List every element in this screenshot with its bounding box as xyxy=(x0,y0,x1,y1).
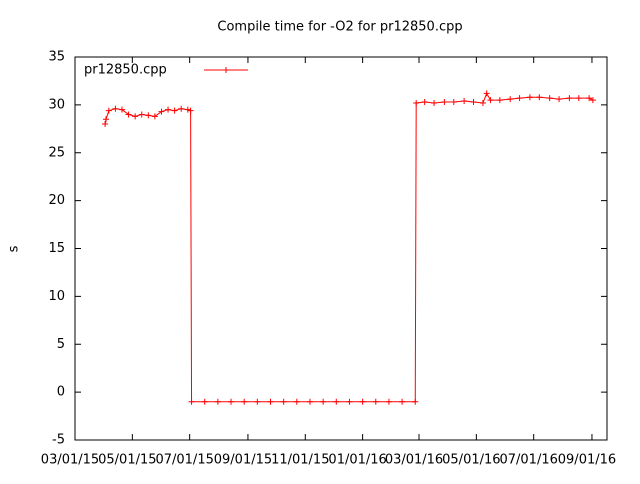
point-marker xyxy=(470,99,477,106)
point-marker xyxy=(178,105,185,112)
point-marker xyxy=(293,398,300,405)
point-marker xyxy=(507,96,514,103)
point-marker xyxy=(431,99,438,106)
x-tick-label: 05/01/16 xyxy=(442,453,500,468)
point-marker xyxy=(487,97,494,104)
x-tick-label: 03/01/15 xyxy=(41,453,99,468)
point-marker xyxy=(267,398,274,405)
point-marker xyxy=(184,106,191,113)
x-tick-label: 07/01/16 xyxy=(499,453,557,468)
x-tick-label: 09/01/15 xyxy=(214,453,272,468)
y-tick-label: 20 xyxy=(48,193,65,208)
point-marker xyxy=(450,99,457,106)
point-marker xyxy=(372,398,379,405)
y-tick-label: 0 xyxy=(57,385,65,400)
y-tick-label: 5 xyxy=(57,337,65,352)
point-marker xyxy=(112,105,119,112)
point-marker xyxy=(359,398,366,405)
y-tick-label: -5 xyxy=(52,433,65,448)
point-marker xyxy=(399,398,406,405)
point-marker xyxy=(187,107,194,114)
x-tick-label: 01/01/16 xyxy=(328,453,386,468)
legend-swatch xyxy=(223,67,229,73)
y-tick-label: 10 xyxy=(48,289,65,304)
point-marker xyxy=(118,106,125,113)
point-marker xyxy=(228,398,235,405)
point-marker xyxy=(526,94,533,101)
point-marker xyxy=(566,95,573,102)
point-marker xyxy=(145,112,152,119)
y-tick-label: 25 xyxy=(48,145,65,160)
chart-title: Compile time for -O2 for pr12850.cpp xyxy=(217,20,462,35)
point-marker xyxy=(165,106,172,113)
point-marker xyxy=(320,398,327,405)
point-marker xyxy=(241,398,248,405)
point-marker xyxy=(496,97,503,104)
point-marker xyxy=(306,398,313,405)
point-marker xyxy=(413,99,420,106)
point-marker xyxy=(516,95,523,102)
point-marker xyxy=(461,98,468,105)
x-tick-label: 03/01/16 xyxy=(385,453,443,468)
point-marker xyxy=(385,398,392,405)
x-tick-label: 05/01/15 xyxy=(98,453,156,468)
y-tick-label: 30 xyxy=(48,97,65,112)
point-marker xyxy=(421,99,428,106)
point-marker xyxy=(214,398,221,405)
point-marker xyxy=(171,107,178,114)
point-marker xyxy=(556,96,563,103)
point-marker xyxy=(546,95,553,102)
point-marker xyxy=(536,94,543,101)
point-marker xyxy=(132,113,139,120)
point-marker xyxy=(103,116,110,123)
point-marker xyxy=(575,95,582,102)
point-marker xyxy=(158,108,165,115)
point-marker xyxy=(483,90,490,97)
x-tick-label: 07/01/15 xyxy=(155,453,213,468)
point-marker xyxy=(151,113,158,120)
point-marker xyxy=(201,398,208,405)
point-marker xyxy=(333,398,340,405)
x-tick-label: 11/01/15 xyxy=(271,453,329,468)
point-marker xyxy=(254,398,261,405)
point-marker xyxy=(188,398,195,405)
point-marker xyxy=(479,99,486,106)
point-marker xyxy=(589,97,596,104)
x-tick-label: 09/01/16 xyxy=(558,453,616,468)
point-marker xyxy=(102,121,109,128)
point-marker xyxy=(586,95,593,102)
point-marker xyxy=(280,398,287,405)
point-marker xyxy=(441,99,448,106)
point-marker xyxy=(105,107,112,114)
y-tick-label: 15 xyxy=(48,241,65,256)
y-axis-label: s xyxy=(7,245,22,252)
point-marker xyxy=(125,111,132,118)
legend-label: pr12850.cpp xyxy=(84,63,167,78)
point-marker xyxy=(412,398,419,405)
y-tick-label: 35 xyxy=(48,50,65,65)
point-marker xyxy=(346,398,353,405)
point-marker xyxy=(138,111,145,118)
